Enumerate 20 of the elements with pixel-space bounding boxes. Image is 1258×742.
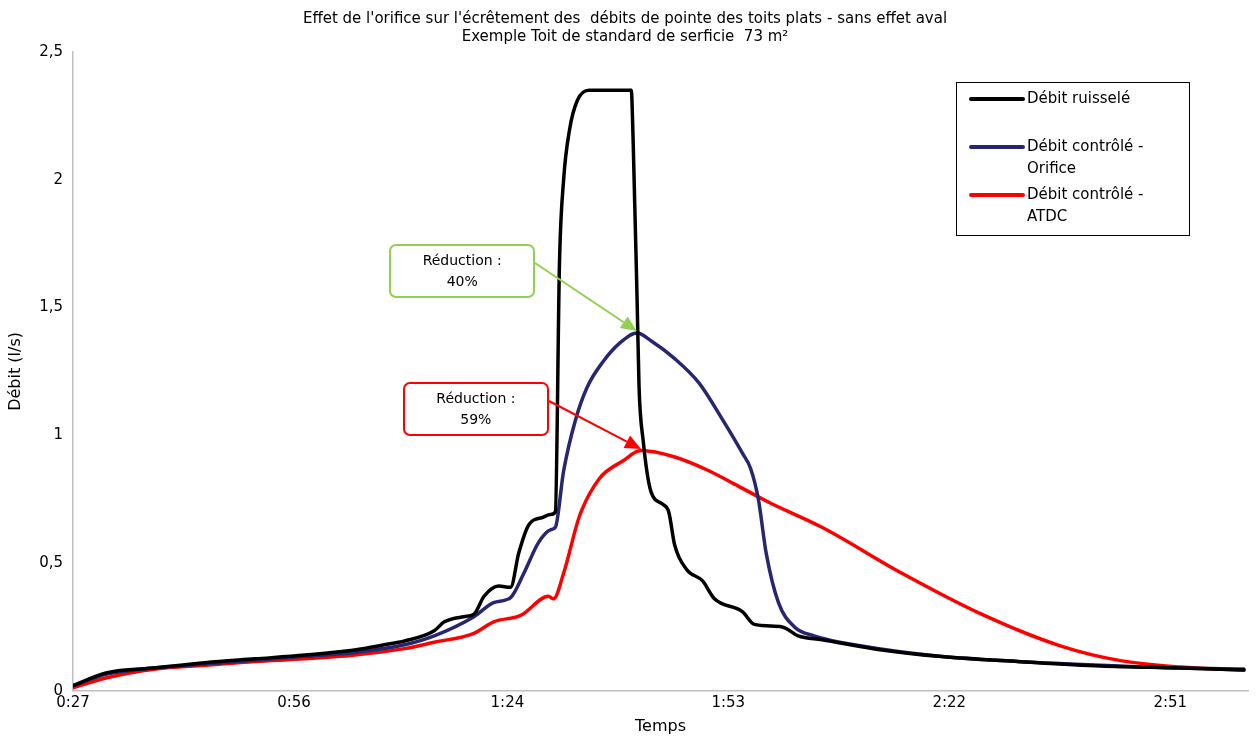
x-tick-label: 1:53 <box>711 692 746 711</box>
y-axis-title: Débit (l/s) <box>4 332 24 411</box>
y-tick-label: 2 <box>53 169 64 188</box>
x-tick-label: 0:56 <box>277 692 311 711</box>
legend-label: Débit contrôlé - Orifice <box>1027 136 1145 179</box>
legend-label: Débit contrôlé - ATDC <box>1027 184 1145 227</box>
y-tick-label: 1,5 <box>39 297 64 316</box>
y-tick-label: 1 <box>53 425 64 444</box>
y-tick-label: 2,5 <box>39 41 64 60</box>
annotation: Réduction : 59% <box>402 381 549 436</box>
line-series <box>73 88 1246 688</box>
legend-label: Débit ruisselé <box>1027 88 1131 109</box>
annotation: Réduction : 40% <box>389 244 536 299</box>
x-tick-label: 2:51 <box>1153 692 1188 711</box>
chart-subtitle: Exemple Toit de standard de serficie 73 m² <box>461 26 789 45</box>
y-tick-label: 0,5 <box>39 552 64 571</box>
x-tick-label: 1:24 <box>490 692 525 711</box>
x-tick-label: 2:22 <box>932 692 967 711</box>
x-axis-title: Temps <box>634 715 687 735</box>
chart-title: Effet de l'orifice sur l'écrêtement des débits de pointe des toits plats - sans effet aval <box>302 8 948 27</box>
